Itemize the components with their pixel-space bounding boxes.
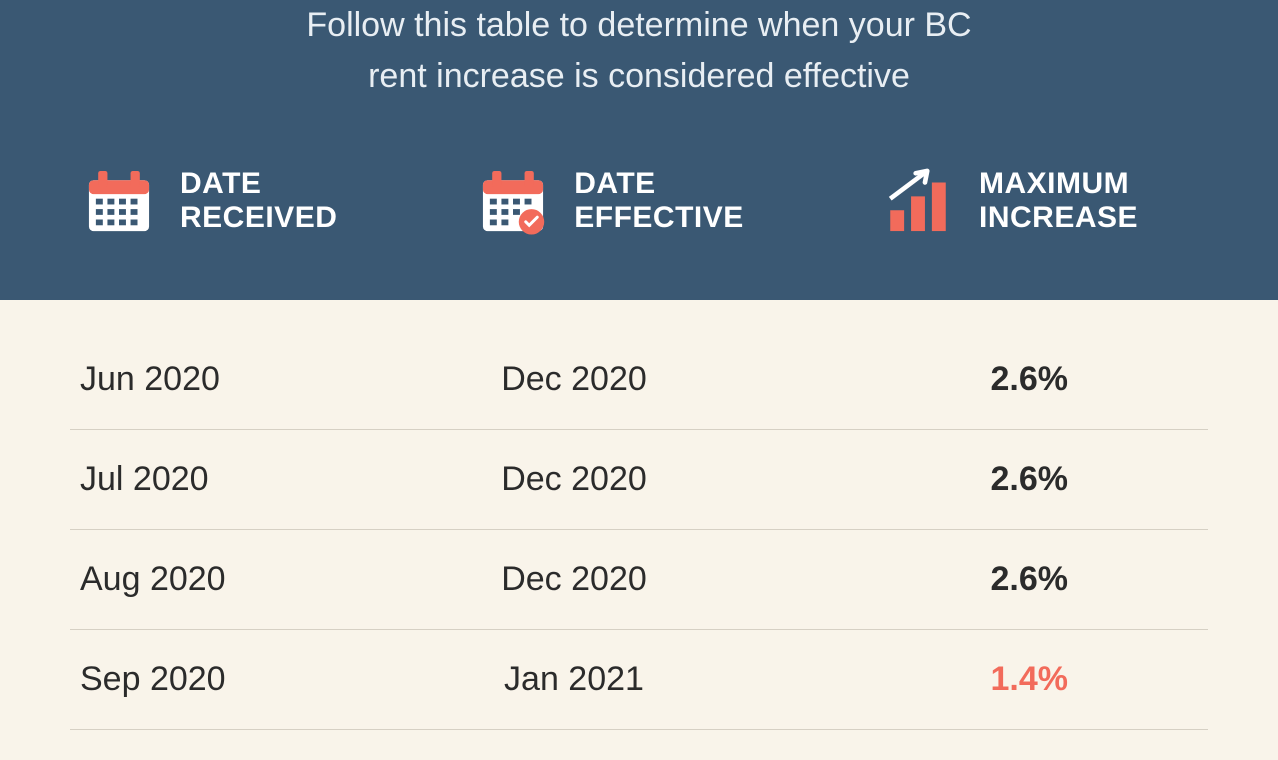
cell-received: Sep 2020 <box>80 660 409 699</box>
table-row: Jun 2020 Dec 2020 2.6% <box>70 300 1208 430</box>
header-label-increase: MAXIMUM INCREASE <box>979 167 1138 236</box>
cell-received: Aug 2020 <box>80 560 409 599</box>
cell-effective: Jan 2021 <box>409 660 738 699</box>
table-row: Jul 2020 Dec 2020 2.6% <box>70 430 1208 530</box>
chart-arrow-icon <box>879 162 957 240</box>
cell-increase: 2.6% <box>739 360 1198 399</box>
cell-increase: 1.4% <box>739 660 1198 699</box>
column-headers: DATE RECEIVED <box>50 142 1228 250</box>
cell-increase: 2.6% <box>739 460 1198 499</box>
calendar-icon <box>80 162 158 240</box>
header-max-increase: MAXIMUM INCREASE <box>785 162 1198 240</box>
cell-increase: 2.6% <box>739 560 1198 599</box>
calendar-check-icon <box>474 162 552 240</box>
header-date-received: DATE RECEIVED <box>80 162 433 240</box>
data-table: Jun 2020 Dec 2020 2.6% Jul 2020 Dec 2020… <box>0 300 1278 730</box>
page-title: Follow this table to determine when your… <box>50 0 1228 142</box>
title-line-1: Follow this table to determine when your… <box>306 6 971 44</box>
cell-received: Jul 2020 <box>80 460 409 499</box>
cell-effective: Dec 2020 <box>409 560 738 599</box>
cell-effective: Dec 2020 <box>409 360 738 399</box>
header-label-received: DATE RECEIVED <box>180 167 337 236</box>
title-line-2: rent increase is considered effective <box>368 57 910 95</box>
header-section: Follow this table to determine when your… <box>0 0 1278 300</box>
header-date-effective: DATE EFFECTIVE <box>433 162 786 240</box>
header-label-effective: DATE EFFECTIVE <box>574 167 744 236</box>
table-row: Aug 2020 Dec 2020 2.6% <box>70 530 1208 630</box>
cell-received: Jun 2020 <box>80 360 409 399</box>
table-row: Sep 2020 Jan 2021 1.4% <box>70 630 1208 730</box>
cell-effective: Dec 2020 <box>409 460 738 499</box>
